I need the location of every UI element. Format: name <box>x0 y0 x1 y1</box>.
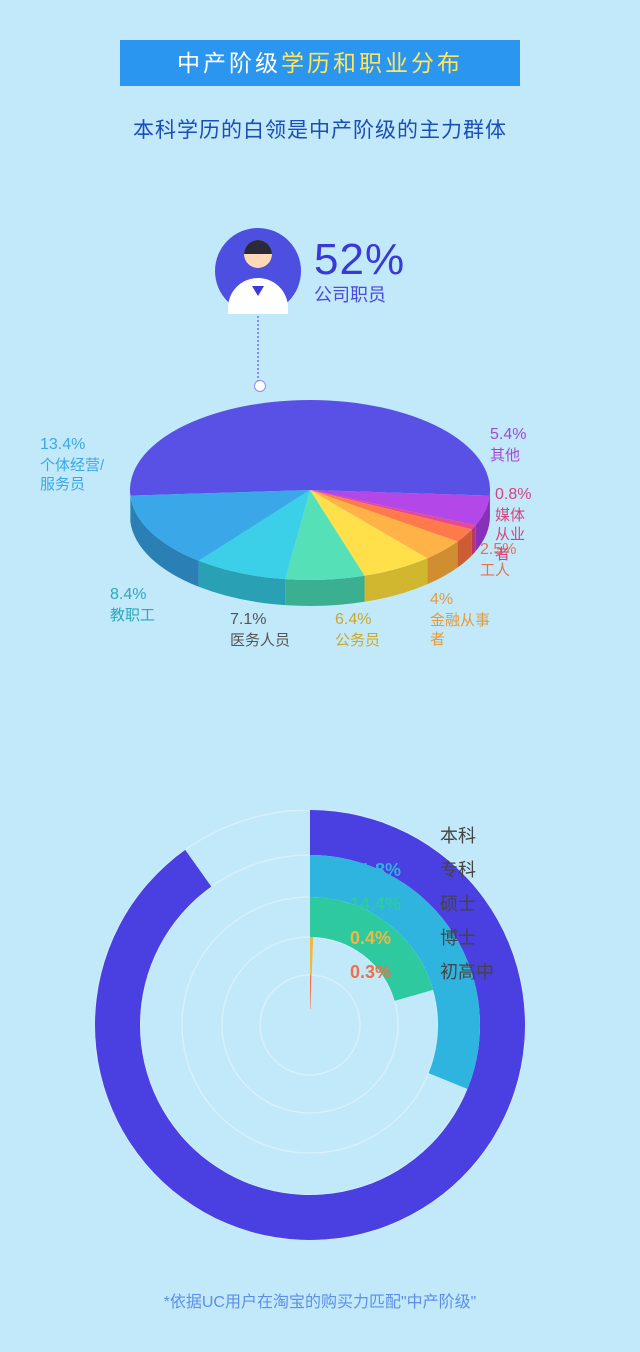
footnote: *依据UC用户在淘宝的购买力匹配"中产阶级" <box>0 1288 640 1312</box>
highlight-percent: 52% <box>314 235 405 285</box>
legend-row: 63.1%本科 <box>350 822 494 848</box>
legend-row: 21.8%专科 <box>350 856 494 882</box>
legend-row: 0.3%初高中 <box>350 958 494 984</box>
legend-row: 14.4%硕士 <box>350 890 494 916</box>
avatar-icon <box>215 228 301 314</box>
title-highlight: 学历和职业分布 <box>281 50 463 76</box>
pie-svg <box>120 380 500 620</box>
pie-label: 13.4%个体经营/服务员 <box>40 435 104 495</box>
subtitle: 本科学历的白领是中产阶级的主力群体 <box>0 114 640 144</box>
pie-label: 5.4%其他 <box>490 425 526 465</box>
pie-label: 0.8%媒体从业者 <box>495 485 531 564</box>
title-prefix: 中产阶级 <box>177 50 281 76</box>
education-legend: 63.1%本科 21.8%专科 14.4%硕士 0.4%博士 0.3%初高中 <box>350 822 494 992</box>
title-bar: 中产阶级学历和职业分布 <box>120 40 520 86</box>
occupation-pie-chart: 13.4%个体经营/服务员8.4%教职工7.1%医务人员6.4%公务员4%金融从… <box>120 380 500 620</box>
pie-label: 4%金融从事者 <box>430 590 500 650</box>
pie-label: 7.1%医务人员 <box>230 610 290 650</box>
legend-row: 0.4%博士 <box>350 924 494 950</box>
avatar-badge <box>215 228 301 314</box>
pie-label: 8.4%教职工 <box>110 585 155 625</box>
pie-label: 6.4%公务员 <box>335 610 380 650</box>
connector-line <box>257 316 259 386</box>
highlight-stat: 52% 公司职员 <box>314 235 405 307</box>
